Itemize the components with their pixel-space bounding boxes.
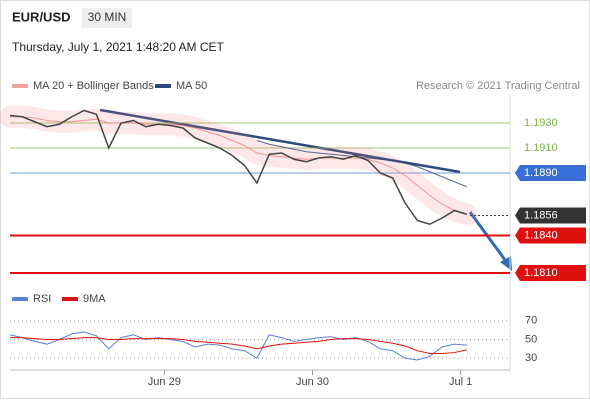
price-label: 1.1910 (524, 142, 558, 154)
rsi-line (10, 337, 467, 354)
x-tick-label: Jul 1 (449, 376, 472, 388)
rsi-tick-label: 70 (525, 315, 537, 327)
legend-label: MA 20 + Bollinger Bands (33, 80, 154, 92)
price-label: 1.1856 (524, 209, 558, 221)
price-line (9, 109, 468, 226)
legend-label: RSI (33, 293, 51, 305)
price-tag (515, 227, 586, 244)
legend-label: MA 50 (176, 80, 207, 92)
symbol: EUR/USD (12, 9, 71, 24)
timeframe: 30 MIN (88, 10, 127, 24)
rsi-tick-label: 50 (525, 333, 537, 345)
rsi-line (9, 331, 467, 361)
x-tick-label: Jun 29 (148, 376, 181, 388)
price-tag (515, 207, 586, 224)
timeframe-box (82, 8, 132, 28)
x-tick-label: Jun 30 (296, 376, 329, 388)
price-label: 1.1810 (524, 267, 558, 279)
subtitle: Thursday, July 1, 2021 1:48:20 AM CET (12, 40, 225, 54)
forecast-arrow (468, 211, 510, 265)
price-label: 1.1890 (524, 167, 558, 179)
rsi-tick-label: 30 (525, 352, 537, 364)
legend-label: 9MA (83, 293, 106, 305)
price-label: 1.1840 (524, 229, 558, 241)
price-tag (515, 265, 586, 281)
price-tag (515, 165, 586, 181)
price-label: 1.1930 (524, 117, 558, 129)
credit: Research © 2021 Trading Central (416, 80, 580, 92)
arrow-head (500, 256, 512, 271)
ma-line (10, 116, 467, 215)
